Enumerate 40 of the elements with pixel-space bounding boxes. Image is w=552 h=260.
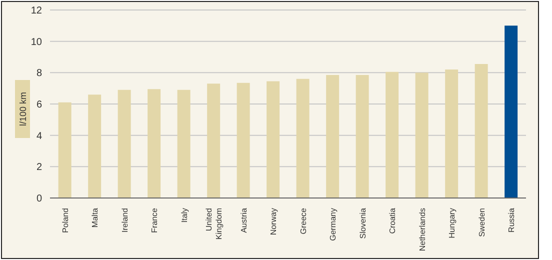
bar <box>504 26 518 198</box>
x-tick-label: Netherlands <box>418 208 427 252</box>
x-tick-label: France <box>150 207 160 233</box>
x-tick-label: United Kingdom <box>204 208 224 240</box>
bar <box>474 64 488 198</box>
bar <box>177 90 190 198</box>
bar <box>58 102 72 198</box>
y-tick-label: 6 <box>36 100 42 111</box>
y-tick-label: 4 <box>36 130 42 142</box>
bar <box>207 84 220 198</box>
x-tick-label: Greece <box>298 207 308 234</box>
x-tick-label: Malta <box>90 207 100 228</box>
bar <box>88 94 102 198</box>
x-tick-label: Ireland <box>120 208 130 232</box>
x-tick-label: Germany <box>328 208 338 241</box>
x-tick-label: Slovenia <box>358 207 368 239</box>
bar <box>118 90 131 198</box>
x-tick-label: Austria <box>239 207 248 233</box>
y-axis-title: l/100 km <box>18 92 28 126</box>
x-tick-label: Italy <box>180 208 189 223</box>
bar <box>266 81 280 198</box>
bar <box>148 89 161 198</box>
bar <box>326 75 340 198</box>
y-tick-label: 0 <box>36 194 42 205</box>
x-tick-label: Norway <box>269 208 278 236</box>
bar <box>296 78 310 198</box>
x-tick-label: Sweden <box>477 208 486 237</box>
bar <box>415 72 428 198</box>
x-tick-label: Hungary <box>448 208 457 238</box>
x-tick-label: Russia <box>507 207 516 232</box>
bar <box>356 75 369 198</box>
bar <box>386 72 399 198</box>
x-tick-label: Croatia <box>388 207 398 234</box>
y-tick-label: 12 <box>30 6 42 17</box>
bar <box>445 70 458 198</box>
y-tick-label: 10 <box>30 36 42 48</box>
x-tick-label: Poland <box>60 208 70 233</box>
bar <box>236 82 250 198</box>
y-tick-label: 8 <box>36 68 42 80</box>
y-tick-label: 2 <box>36 162 42 174</box>
